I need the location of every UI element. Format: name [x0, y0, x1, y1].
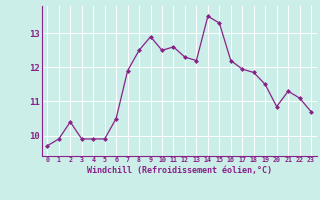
X-axis label: Windchill (Refroidissement éolien,°C): Windchill (Refroidissement éolien,°C) — [87, 166, 272, 175]
